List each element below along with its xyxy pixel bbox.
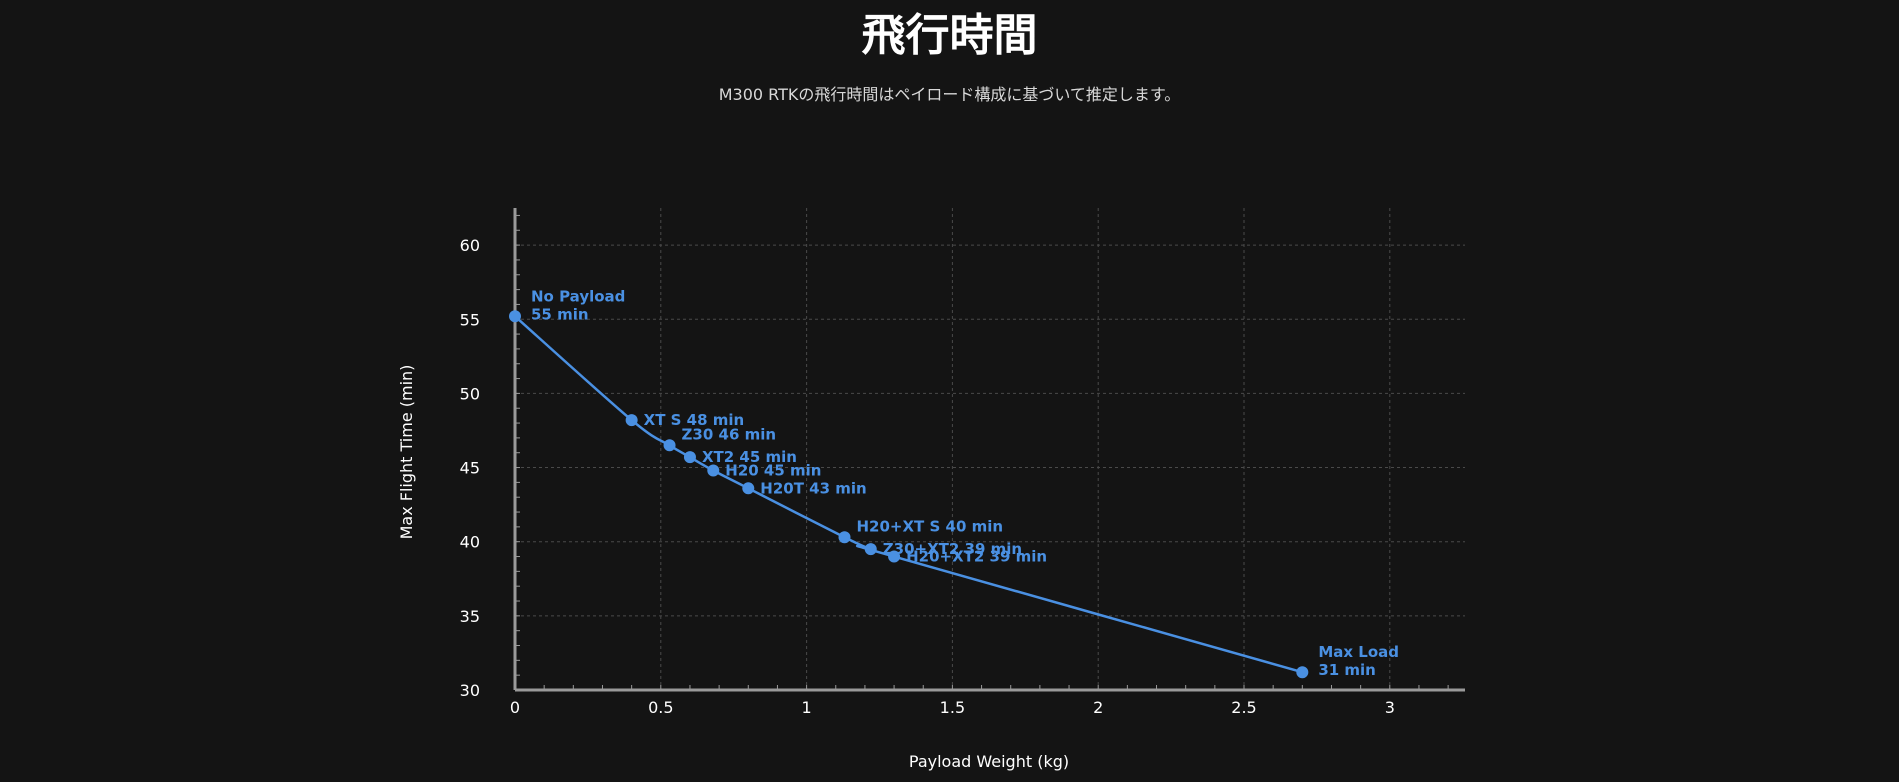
y-tick-label: 40 <box>460 533 480 552</box>
data-point <box>509 310 521 323</box>
y-tick-label: 30 <box>460 681 480 700</box>
x-tick-label: 1 <box>802 698 812 717</box>
data-point <box>888 550 901 563</box>
page-title: 飛行時間 <box>861 10 1038 61</box>
x-axis-label: Payload Weight (kg) <box>909 752 1069 771</box>
data-point <box>625 414 638 427</box>
data-label: Z30 46 min <box>682 425 777 443</box>
x-tick-label: 1.5 <box>940 698 965 717</box>
x-tick-label: 0 <box>510 698 520 717</box>
data-label: XT S 48 min <box>644 411 745 429</box>
x-tick-label: 3 <box>1385 698 1395 717</box>
data-point <box>1296 666 1309 679</box>
data-point <box>707 464 720 477</box>
data-label: 55 min <box>531 305 589 323</box>
data-point <box>742 482 755 495</box>
data-label: H20+XT2 39 min <box>906 548 1047 566</box>
y-tick-label: 60 <box>460 236 480 255</box>
data-point <box>683 451 696 464</box>
y-tick-label: 50 <box>460 384 480 403</box>
data-point <box>864 543 877 556</box>
data-label: Z30+XT2 39 min <box>883 540 1022 558</box>
data-label: H20 45 min <box>725 462 821 480</box>
x-tick-label: 0.5 <box>648 698 673 717</box>
data-label: No Payload <box>531 287 625 305</box>
page-subtitle: M300 RTKの飛行時間はペイロード構成に基づいて推定します。 <box>718 85 1181 104</box>
data-point <box>838 531 851 544</box>
y-axis-label: Max Flight Time (min) <box>397 365 416 540</box>
y-tick-label: 45 <box>460 459 480 478</box>
x-tick-label: 2.5 <box>1231 698 1256 717</box>
series-line <box>514 315 1303 674</box>
data-label: XT2 45 min <box>702 448 797 466</box>
data-label: H20+XT S 40 min <box>857 517 1004 535</box>
data-point <box>663 439 676 452</box>
y-tick-label: 35 <box>460 607 480 626</box>
x-tick-label: 2 <box>1093 698 1103 717</box>
y-tick-label: 55 <box>460 310 480 329</box>
data-label: Max Load <box>1318 643 1399 661</box>
data-label: H20T 43 min <box>760 479 866 497</box>
data-label: 31 min <box>1318 661 1376 679</box>
